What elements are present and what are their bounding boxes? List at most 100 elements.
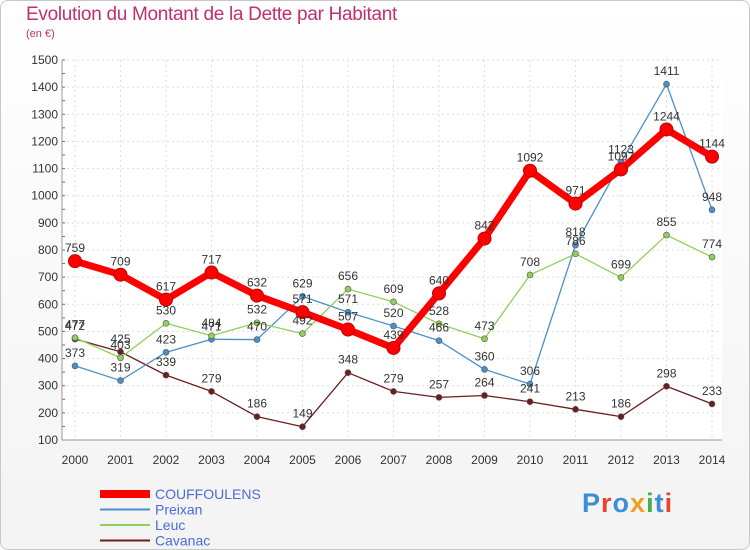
data-point-cavanac	[663, 382, 670, 390]
data-label-couffoulens: 632	[247, 276, 267, 290]
data-label-cavanac: 425	[110, 332, 130, 346]
x-tick-label: 2014	[699, 453, 726, 467]
data-label-couffoulens: 759	[65, 241, 85, 255]
data-point-couffoulens	[68, 254, 82, 269]
data-point-preixan	[481, 366, 488, 373]
data-point-preixan	[708, 206, 716, 214]
data-point-leuc	[71, 334, 79, 341]
data-point-cavanac	[162, 371, 170, 379]
data-label-couffoulens: 1092	[517, 151, 544, 165]
data-point-cavanac	[208, 388, 215, 395]
x-tick-label: 2004	[244, 453, 271, 467]
data-point-cavanac	[435, 394, 443, 401]
data-point-leuc	[481, 335, 488, 343]
data-label-cavanac: 279	[383, 371, 403, 385]
data-label-leuc: 473	[474, 319, 494, 333]
data-point-leuc	[117, 354, 124, 362]
data-label-leuc: 656	[338, 269, 358, 283]
data-label-couffoulens: 842	[474, 219, 494, 233]
y-tick-label: 900	[38, 216, 58, 230]
data-label-preixan: 360	[474, 349, 494, 363]
data-point-preixan	[526, 380, 534, 388]
x-tick-label: 2006	[335, 453, 362, 467]
logo-letter: P	[582, 488, 602, 518]
data-point-cavanac	[526, 398, 534, 406]
data-label-preixan: 1123	[608, 142, 634, 156]
data-point-leuc	[162, 319, 170, 327]
y-tick-label: 100	[38, 433, 58, 447]
data-label-cavanac: 186	[247, 397, 267, 411]
data-label-cavanac: 186	[611, 397, 631, 411]
data-label-leuc: 530	[156, 303, 176, 317]
data-label-couffoulens: 617	[156, 280, 176, 294]
data-label-couffoulens: 439	[383, 328, 403, 342]
data-point-leuc	[435, 320, 443, 328]
data-label-leuc: 528	[429, 304, 449, 318]
data-label-couffoulens: 717	[201, 253, 221, 267]
y-tick-label: 1100	[32, 162, 58, 176]
data-point-couffoulens	[204, 265, 219, 280]
data-point-leuc	[526, 271, 534, 279]
data-label-leuc: 708	[520, 255, 540, 269]
data-label-cavanac: 241	[520, 382, 540, 396]
data-point-cavanac	[708, 400, 716, 408]
x-tick-label: 2003	[198, 453, 225, 467]
x-tick-label: 2012	[608, 453, 635, 467]
data-point-leuc	[572, 250, 579, 258]
y-tick-label: 800	[38, 243, 58, 257]
data-point-leuc	[663, 231, 670, 239]
data-label-cavanac: 298	[656, 366, 676, 380]
data-point-cavanac	[344, 369, 352, 376]
x-tick-label: 2005	[289, 453, 316, 467]
data-label-couffoulens: 640	[429, 273, 449, 287]
y-tick-label: 1500	[31, 53, 58, 67]
data-point-preixan	[390, 322, 397, 330]
data-point-couffoulens	[386, 340, 401, 355]
chart-unit: (en €)	[26, 28, 55, 40]
data-point-preixan	[572, 241, 579, 249]
x-tick-label: 2007	[380, 453, 407, 467]
data-point-preixan	[344, 308, 352, 316]
data-label-cavanac: 472	[65, 319, 85, 333]
y-tick-label: 1400	[31, 80, 58, 94]
data-label-couffoulens: 1144	[699, 137, 725, 151]
data-point-cavanac	[617, 413, 625, 420]
data-label-preixan: 471	[201, 319, 221, 333]
data-point-leuc	[208, 332, 215, 340]
data-label-leuc: 484	[201, 316, 221, 330]
data-point-couffoulens	[113, 267, 128, 282]
data-label-preixan: 306	[520, 364, 540, 378]
data-point-couffoulens	[705, 149, 719, 164]
data-label-leuc: 532	[247, 303, 267, 317]
data-point-couffoulens	[614, 162, 628, 177]
legend-label-couffoulens: COUFFOULENS	[155, 486, 261, 502]
data-label-leuc: 786	[565, 234, 585, 248]
data-point-couffoulens	[159, 292, 173, 307]
y-tick-label: 500	[38, 324, 58, 338]
data-label-leuc: 855	[656, 215, 676, 229]
y-tick-label: 1000	[31, 189, 58, 203]
data-label-preixan: 466	[429, 321, 449, 335]
data-point-cavanac	[481, 392, 488, 399]
data-label-preixan: 319	[110, 361, 130, 375]
data-point-preixan	[117, 377, 124, 384]
y-tick-label: 1300	[31, 107, 58, 121]
legend-label-leuc: Leuc	[155, 517, 185, 533]
data-point-couffoulens	[295, 305, 310, 320]
data-label-couffoulens: 571	[292, 292, 312, 306]
y-tick-label: 300	[38, 379, 58, 393]
data-label-cavanac: 264	[474, 375, 494, 389]
data-point-couffoulens	[432, 286, 446, 301]
data-label-preixan: 520	[383, 306, 403, 320]
data-label-couffoulens: 507	[338, 310, 358, 324]
data-point-preixan	[162, 349, 170, 356]
data-label-preixan: 1411	[654, 64, 680, 78]
logo-letter: t	[654, 488, 665, 518]
data-label-cavanac: 348	[338, 353, 358, 367]
x-tick-label: 2009	[471, 453, 498, 467]
data-label-preixan: 571	[338, 292, 358, 306]
data-label-leuc: 403	[110, 338, 130, 352]
data-label-cavanac: 213	[565, 389, 585, 403]
data-label-preixan: 423	[156, 332, 176, 346]
